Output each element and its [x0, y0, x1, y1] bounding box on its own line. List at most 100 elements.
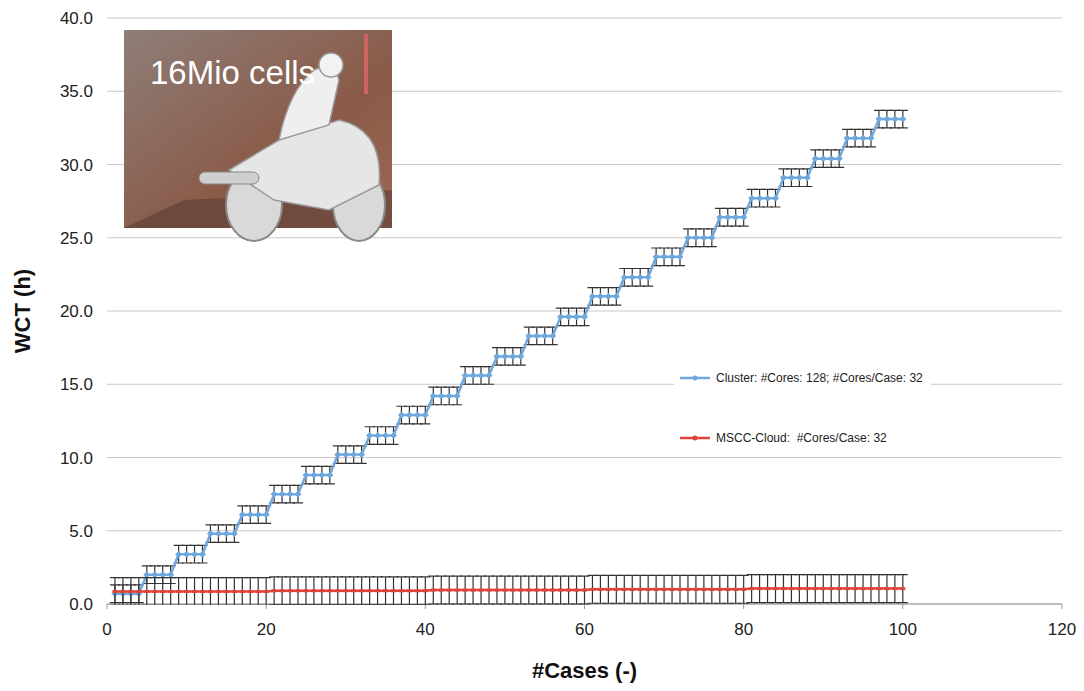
- data-point: [574, 314, 580, 320]
- data-point: [384, 590, 388, 592]
- data-point: [352, 590, 356, 592]
- error-bar: [723, 208, 733, 226]
- y-tick-label: 15.0: [60, 375, 93, 394]
- data-point: [215, 531, 221, 537]
- data-point: [502, 353, 508, 359]
- data-point: [510, 353, 516, 359]
- x-tick-label: 20: [257, 620, 276, 639]
- error-bar: [858, 129, 868, 147]
- data-point: [184, 551, 190, 557]
- data-point: [813, 588, 817, 590]
- data-point: [773, 195, 779, 201]
- data-point: [438, 393, 444, 399]
- data-point: [360, 590, 364, 592]
- data-point: [527, 589, 531, 591]
- data-point: [685, 235, 691, 241]
- legend-marker: [693, 376, 698, 381]
- error-bar: [309, 466, 319, 484]
- data-point: [702, 588, 706, 590]
- error-bar: [532, 327, 542, 345]
- data-point: [726, 588, 730, 590]
- x-tick-label: 40: [416, 620, 435, 639]
- data-point: [279, 491, 285, 497]
- data-point: [677, 254, 683, 260]
- data-point: [368, 590, 372, 592]
- y-tick-label: 5.0: [69, 522, 93, 541]
- data-point: [598, 588, 602, 590]
- error-bar: [786, 169, 796, 187]
- legend-background: [674, 362, 931, 454]
- data-point: [471, 589, 475, 591]
- inset-helmet: [319, 53, 343, 77]
- data-point: [223, 531, 229, 537]
- data-point: [447, 589, 451, 591]
- error-bar: [595, 288, 605, 306]
- legend-label: MSCC-Cloud: #Cores/Case: 32: [716, 431, 887, 445]
- data-point: [812, 156, 818, 162]
- data-point: [661, 254, 667, 260]
- data-point: [518, 353, 524, 359]
- data-point: [153, 591, 157, 593]
- data-point: [637, 274, 643, 280]
- data-point: [207, 531, 213, 537]
- data-point: [876, 116, 882, 122]
- data-point: [343, 452, 349, 458]
- y-tick-label: 40.0: [60, 9, 93, 28]
- inset-image: 16Mio cells: [124, 30, 392, 241]
- data-point: [559, 589, 563, 591]
- data-point: [169, 591, 173, 593]
- data-point: [535, 589, 539, 591]
- y-tick-label: 35.0: [60, 82, 93, 101]
- data-point: [757, 195, 763, 201]
- data-point: [479, 589, 483, 591]
- data-point: [201, 591, 205, 593]
- data-point: [781, 588, 785, 590]
- data-point: [312, 590, 316, 592]
- data-point: [392, 590, 396, 592]
- data-point: [271, 491, 277, 497]
- data-point: [145, 591, 149, 593]
- data-point: [185, 591, 189, 593]
- data-point: [161, 591, 165, 593]
- data-point: [654, 588, 658, 590]
- data-point: [414, 412, 420, 418]
- data-point: [454, 393, 460, 399]
- data-point: [582, 314, 588, 320]
- x-tick-label: 120: [1048, 620, 1076, 639]
- data-point: [734, 588, 738, 590]
- data-point: [295, 491, 301, 497]
- data-point: [398, 412, 404, 418]
- error-bar: [221, 525, 231, 543]
- data-point: [446, 393, 452, 399]
- error-bar: [731, 208, 741, 226]
- data-point: [511, 589, 515, 591]
- data-point: [567, 589, 571, 591]
- data-point: [614, 588, 618, 590]
- data-point: [422, 412, 428, 418]
- data-point: [272, 590, 276, 592]
- data-point: [263, 512, 269, 518]
- data-point: [646, 588, 650, 590]
- error-bar: [572, 308, 582, 326]
- data-point: [662, 588, 666, 590]
- data-point: [693, 235, 699, 241]
- x-tick-label: 100: [889, 620, 917, 639]
- data-point: [367, 433, 373, 439]
- x-tick: [743, 604, 744, 609]
- grid-line: [107, 530, 1062, 531]
- data-point: [630, 588, 634, 590]
- error-bar: [635, 269, 645, 287]
- data-point: [406, 412, 412, 418]
- data-point: [853, 588, 857, 590]
- error-bar: [818, 150, 828, 168]
- legend: Cluster: #Cores: 128; #Cores/Case: 32MSC…: [674, 362, 931, 454]
- data-point: [519, 589, 523, 591]
- data-point: [710, 588, 714, 590]
- error-bar: [468, 367, 478, 385]
- data-point: [129, 591, 133, 593]
- error-bar: [373, 427, 383, 445]
- data-point: [733, 214, 739, 220]
- data-point: [900, 116, 906, 122]
- data-point: [304, 590, 308, 592]
- error-bar: [667, 248, 677, 266]
